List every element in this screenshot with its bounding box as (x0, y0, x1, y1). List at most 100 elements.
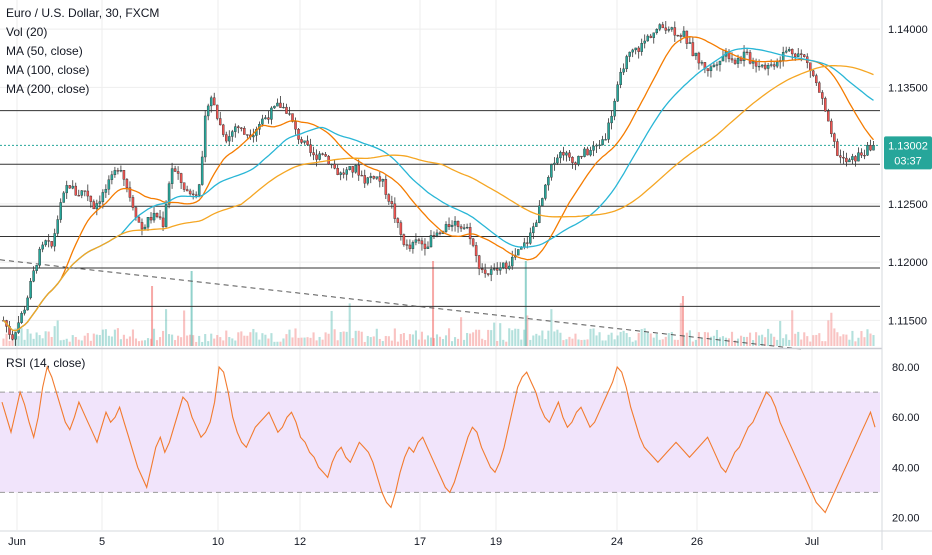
volume-bar (646, 332, 649, 346)
volume-bar (276, 341, 279, 346)
candle-body (417, 239, 421, 242)
candle-body (526, 242, 529, 244)
candle-body (62, 192, 65, 203)
volume-bar (122, 334, 125, 346)
volume-bar (466, 332, 469, 346)
volume-bar (592, 328, 595, 346)
volume-bar (535, 333, 538, 346)
volume-bar (733, 340, 737, 346)
volume-bar (508, 328, 511, 346)
volume-bar (255, 332, 258, 346)
volume-bar (550, 309, 553, 346)
candle-body (676, 34, 680, 37)
volume-bar (640, 329, 643, 346)
candle-body (532, 226, 535, 234)
volume-bar (161, 330, 165, 346)
candle-body (128, 187, 132, 198)
legend-ma50[interactable]: MA (50, close) (6, 44, 83, 58)
volume-bar (586, 339, 589, 346)
candle-body (483, 269, 487, 274)
candle-body (459, 226, 463, 229)
legend-ma200[interactable]: MA (200, close) (6, 82, 90, 96)
volume-bar (309, 337, 312, 346)
volume-bar (727, 338, 731, 346)
candle-body (390, 201, 394, 205)
candle-body (131, 197, 135, 208)
volume-bar (384, 335, 387, 346)
volume-bar (363, 341, 366, 346)
volume-bar (300, 337, 303, 346)
volume-bar (390, 340, 393, 346)
candle-body (246, 134, 249, 136)
volume-bar (730, 331, 734, 346)
volume-bar (607, 334, 610, 346)
candle-body (848, 159, 851, 163)
volume-bar (526, 315, 529, 346)
time-tick-label: Jul (805, 536, 819, 548)
volume-bar (333, 329, 336, 346)
candle-body (790, 49, 794, 55)
candle-body (378, 176, 382, 182)
candle-body (405, 244, 409, 246)
volume-bar (469, 333, 472, 346)
candle-body (766, 65, 770, 69)
candle-body (763, 64, 767, 69)
rsi-tick-label: 60.00 (892, 412, 920, 424)
volume-bar (676, 339, 679, 346)
candle-body (553, 162, 556, 165)
candle-body (833, 133, 836, 142)
volume-bar (441, 339, 445, 346)
volume-bar (336, 340, 339, 346)
volume-bar (342, 331, 345, 346)
volume-bar (152, 328, 156, 346)
legend-volume[interactable]: Vol (20) (6, 25, 48, 39)
candle-body (643, 40, 646, 44)
volume-bar (240, 331, 243, 346)
volume-bar (396, 341, 399, 346)
candle-body (77, 195, 81, 197)
candle-body (32, 270, 35, 282)
volume-bar (857, 337, 860, 346)
volume-bar (146, 338, 150, 346)
volume-bar (655, 333, 658, 346)
volume-bar (204, 334, 207, 346)
volume-bar (752, 340, 755, 346)
candle-body (215, 104, 219, 119)
volume-bar (815, 334, 818, 346)
volume-bar (631, 341, 634, 346)
candle-body (631, 49, 634, 53)
volume-bar (107, 335, 110, 346)
volume-bar (574, 333, 577, 346)
volume-bar (65, 338, 68, 346)
candle-body (116, 170, 120, 172)
volume-bar (243, 335, 246, 346)
candle-body (438, 232, 442, 234)
volume-bar (457, 338, 460, 346)
candle-body (384, 179, 388, 195)
candle-body (134, 207, 138, 218)
volume-bar (782, 338, 785, 346)
volume-bar (216, 335, 219, 346)
rsi-legend[interactable]: RSI (14, close) (6, 356, 86, 370)
candle-body (655, 29, 659, 34)
volume-bar (339, 332, 342, 346)
volume-bar (764, 337, 767, 346)
legend-symbol[interactable]: Euro / U.S. Dollar, 30, FXCM (6, 6, 160, 20)
candle-body (83, 190, 87, 192)
candle-body (730, 58, 734, 61)
volume-bar (285, 334, 288, 346)
legend-ma100[interactable]: MA (100, close) (6, 63, 90, 77)
candle-body (240, 127, 243, 129)
candle-body (857, 152, 860, 162)
rsi-line (1, 365, 876, 514)
volume-bar (523, 329, 526, 346)
candle-body (50, 241, 53, 247)
volume-bar (348, 303, 351, 346)
volume-bar (249, 332, 252, 346)
volume-bar (50, 336, 53, 346)
candle-body (664, 27, 668, 31)
candle-body (279, 102, 282, 108)
